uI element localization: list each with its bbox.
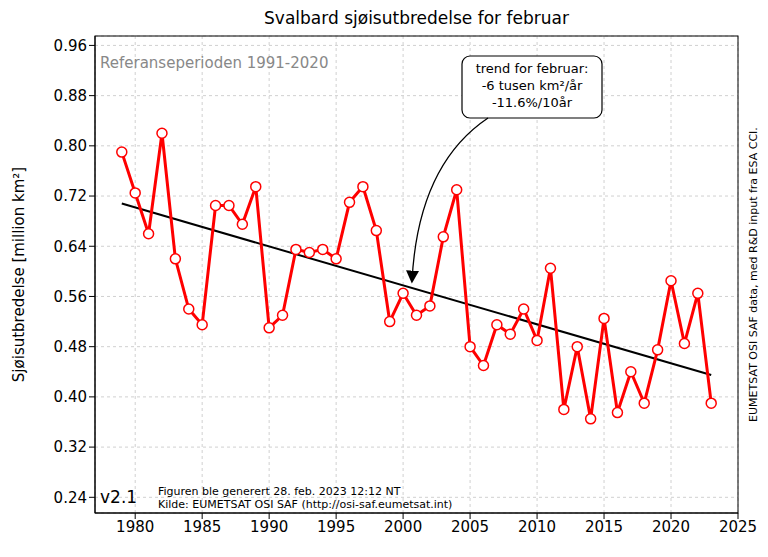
- svg-text:0.48: 0.48: [54, 338, 87, 356]
- svg-text:2000: 2000: [384, 518, 422, 536]
- svg-text:-6 tusen km²/år: -6 tusen km²/år: [482, 78, 583, 93]
- svg-text:2015: 2015: [585, 518, 623, 536]
- svg-text:0.32: 0.32: [54, 438, 87, 456]
- svg-text:2005: 2005: [451, 518, 489, 536]
- svg-text:0.96: 0.96: [54, 37, 87, 55]
- svg-text:Sjøisutbredelse [million km²]: Sjøisutbredelse [million km²]: [10, 167, 28, 382]
- svg-text:0.24: 0.24: [54, 489, 87, 507]
- svg-text:2010: 2010: [518, 518, 556, 536]
- svg-text:trend for februar:: trend for februar:: [476, 61, 589, 76]
- svg-text:Svalbard sjøisutbredelse for f: Svalbard sjøisutbredelse for februar: [264, 8, 569, 28]
- svg-text:Figuren ble generert 28. feb.: Figuren ble generert 28. feb. 2023 12:12…: [158, 485, 401, 498]
- svg-text:0.64: 0.64: [54, 238, 87, 256]
- svg-text:0.40: 0.40: [54, 388, 87, 406]
- svg-text:EUMETSAT OSI SAF data, med R&D: EUMETSAT OSI SAF data, med R&D input fra…: [747, 127, 760, 422]
- svg-text:0.80: 0.80: [54, 137, 87, 155]
- svg-text:1980: 1980: [116, 518, 154, 536]
- svg-text:2020: 2020: [652, 518, 690, 536]
- svg-text:1990: 1990: [250, 518, 288, 536]
- svg-text:-11.6%/10år: -11.6%/10år: [492, 95, 573, 110]
- svg-text:v2.1: v2.1: [100, 487, 137, 507]
- svg-text:1985: 1985: [183, 518, 221, 536]
- svg-text:2025: 2025: [719, 518, 757, 536]
- svg-text:Referanseperioden 1991-2020: Referanseperioden 1991-2020: [100, 54, 328, 72]
- svg-text:0.72: 0.72: [54, 187, 87, 205]
- svg-text:0.88: 0.88: [54, 87, 87, 105]
- svg-text:Kilde: EUMETSAT OSI SAF (http:: Kilde: EUMETSAT OSI SAF (http://osi-saf.…: [158, 498, 452, 511]
- svg-text:1995: 1995: [317, 518, 355, 536]
- svg-text:0.56: 0.56: [54, 288, 87, 306]
